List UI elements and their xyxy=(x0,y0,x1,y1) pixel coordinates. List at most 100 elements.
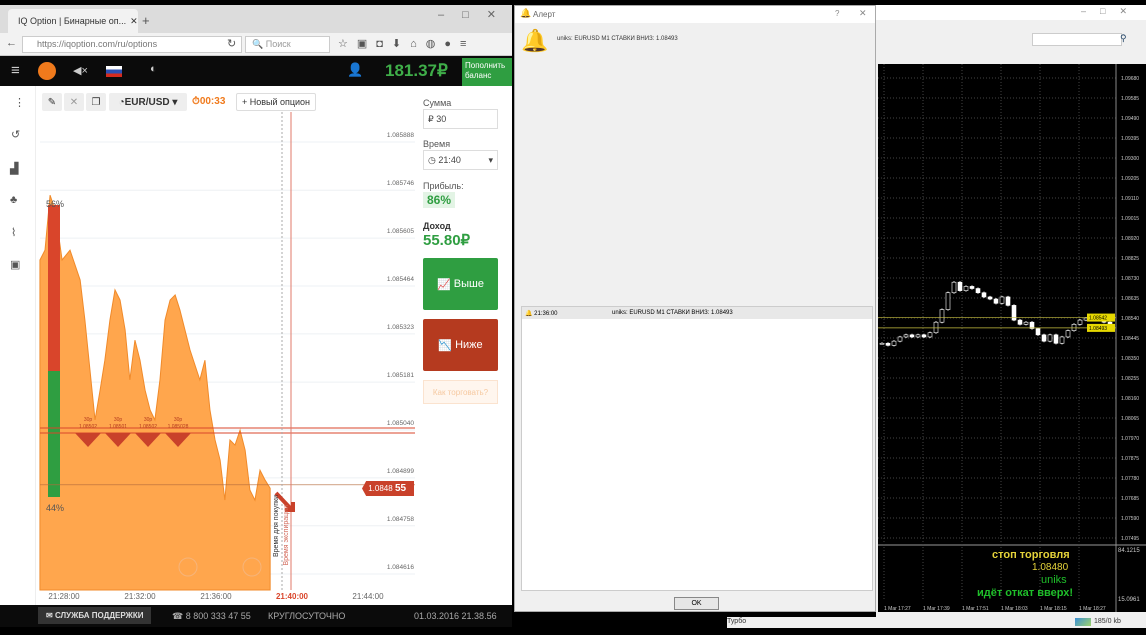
deal-marker xyxy=(75,433,101,447)
history-icon[interactable]: ↺ xyxy=(11,129,21,141)
browser-toolbar-icons[interactable]: ☆▣◘⬇⌂◍●≡ xyxy=(338,38,476,50)
call-button[interactable]: 📈 Выше xyxy=(423,258,498,310)
put-button[interactable]: 📉 Ниже xyxy=(423,319,498,371)
y-tick-label: 1.08635 xyxy=(1121,296,1139,302)
y-tick-label: 1.08540 xyxy=(1121,316,1139,322)
current-price-badge: 1.0848 55 xyxy=(362,481,414,496)
chart-icon[interactable]: ▟ xyxy=(10,163,19,175)
help-button[interactable]: ? xyxy=(835,9,840,18)
candle xyxy=(1017,319,1023,325)
alert-window: 🔔 Алерт ? ✕ 🔔 uniks: EURUSD M1 СТАВКИ ВН… xyxy=(514,5,876,612)
candle xyxy=(1059,336,1065,344)
url-input[interactable]: https://iqoption.com/ru/options xyxy=(22,36,242,53)
mt4-chart-svg: 1.09680 1.09585 1.09490 1.09395 1.09300 1.092… xyxy=(878,64,1146,612)
stop-text: стоп торговля xyxy=(992,549,1070,561)
ok-button[interactable]: OK xyxy=(674,597,719,610)
candle xyxy=(885,342,891,346)
russia-flag-icon[interactable] xyxy=(106,66,122,77)
bell-large-icon: 🔔 xyxy=(521,28,549,53)
y-tick-label: 1.08445 xyxy=(1121,336,1139,342)
copy-icon[interactable]: ❐ xyxy=(86,93,106,111)
close-button[interactable]: ✕ xyxy=(859,8,867,18)
candle xyxy=(1071,324,1077,331)
trend-up-icon: 📈 xyxy=(437,278,454,291)
y-tick-label: 1.08065 xyxy=(1121,416,1139,422)
y-tick-label: 1.085888 xyxy=(387,132,414,139)
trend-down-icon: 📉 xyxy=(438,339,456,352)
candle xyxy=(993,298,999,304)
indicator-bottom: 15.0961 xyxy=(1118,597,1140,603)
signal-text: идёт откат вверх! xyxy=(977,587,1074,599)
y-tick-label: 1.08825 xyxy=(1121,256,1139,262)
y-tick-label: 1.085040 xyxy=(387,420,414,427)
new-option-button[interactable]: + Новый опцион xyxy=(236,93,316,111)
phone: ☎ 8 800 333 47 55 xyxy=(172,611,251,621)
new-tab-button[interactable]: + xyxy=(142,13,150,28)
y-tick-label: 1.08255 xyxy=(1121,376,1139,382)
y-tick-label: 1.07495 xyxy=(1121,536,1139,542)
y-tick-label: 1.08160 xyxy=(1121,396,1139,402)
datetime: 01.03.2016 21.38.56 xyxy=(414,611,497,621)
y-tick-label: 1.084616 xyxy=(387,564,414,571)
y-tick-label: 1.085746 xyxy=(387,180,414,187)
candle xyxy=(987,296,993,300)
indicator-top: 84.1215 xyxy=(1118,548,1140,554)
iq-logo-icon xyxy=(38,62,56,80)
x-tick-label: 21:36:00 xyxy=(200,592,232,601)
asset-selector[interactable]: ◔ EUR/USD ▾ xyxy=(109,93,187,111)
candle xyxy=(927,332,933,338)
y-tick-label: 1.085605 xyxy=(387,228,414,235)
y-tick-label: 1.09205 xyxy=(1121,176,1139,182)
deal-price: 1.08502 xyxy=(79,424,97,430)
amount-input[interactable]: ₽ 30 xyxy=(423,109,498,129)
how-to-trade-button[interactable]: Как торговать? xyxy=(423,380,498,404)
close-tab-icon[interactable]: ✕ xyxy=(130,15,138,26)
y-tick-label: 1.08350 xyxy=(1121,356,1139,362)
deal-amount: 30р xyxy=(174,417,183,423)
search-input[interactable]: 🔍 Поиск xyxy=(245,36,330,53)
alert-title: Алерт xyxy=(533,10,556,19)
alert-titlebar: 🔔 Алерт ? ✕ xyxy=(515,6,875,23)
price-chart[interactable]: 1.085888 1.085746 1.085605 1.085464 1.085323… xyxy=(0,0,512,605)
candle xyxy=(1077,319,1083,325)
mute-icon[interactable]: ◀× xyxy=(73,65,88,77)
menu-icon[interactable]: ≡ xyxy=(11,62,20,79)
x-tick-label: 21:44:00 xyxy=(352,592,384,601)
more-icon[interactable]: ⋮ xyxy=(14,97,25,109)
deal-amount: 30р xyxy=(84,417,93,423)
search-icon[interactable]: ⚲ xyxy=(1120,33,1127,43)
y-tick-label: 1.09395 xyxy=(1121,136,1139,142)
candle xyxy=(1047,334,1053,342)
window-controls[interactable]: –□✕ xyxy=(438,9,514,21)
users-icon[interactable]: ♣ xyxy=(10,194,18,206)
y-tick-label: 1.09585 xyxy=(1121,96,1139,102)
balance[interactable]: 181.37₽ xyxy=(385,61,448,80)
browser-tab[interactable]: IQ Option | Бинарные оп... ✕ xyxy=(8,9,138,33)
bell-icon: 🔔 xyxy=(520,8,532,18)
close-icon[interactable]: ✕ xyxy=(64,93,84,111)
price-label-box xyxy=(1087,313,1115,322)
user-icon[interactable]: 👤 xyxy=(347,62,364,77)
candle xyxy=(969,286,975,289)
income-label: Доход xyxy=(423,221,451,231)
video-icon[interactable]: ▣ xyxy=(10,259,21,271)
candle xyxy=(921,334,927,338)
support-button[interactable]: ✉ СЛУЖБА ПОДДЕРЖКИ xyxy=(38,607,152,624)
deposit-button[interactable]: Пополнить баланс xyxy=(462,58,512,86)
theme-icon[interactable]: ◐ xyxy=(150,63,157,75)
signal-icon[interactable]: ⌇ xyxy=(11,227,17,239)
window-controls[interactable]: –□✕ xyxy=(1081,6,1141,16)
x-tick-label: 1 Mar 18:27 xyxy=(1079,606,1106,612)
iq-sidebar: ⋮ ↺ ▟ ♣ ⌇ ▣ xyxy=(0,86,36,605)
expiry-timer: ⏱00:33 xyxy=(192,96,226,107)
call-volume-bar xyxy=(48,371,60,497)
candle xyxy=(1053,334,1059,344)
pencil-icon[interactable]: ✎ xyxy=(42,93,62,111)
time-select[interactable]: ◷ 21:40 ▾ xyxy=(423,150,498,170)
list-item[interactable]: 🔔 21:36:00 uniks: EURUSD M1 СТАВКИ ВНИЗ:… xyxy=(522,307,872,319)
back-icon[interactable]: ← xyxy=(6,37,17,49)
candle xyxy=(933,321,939,334)
mt4-search-input[interactable] xyxy=(1032,33,1122,46)
reload-icon[interactable]: ↻ xyxy=(227,38,237,50)
iq-header xyxy=(0,56,512,86)
